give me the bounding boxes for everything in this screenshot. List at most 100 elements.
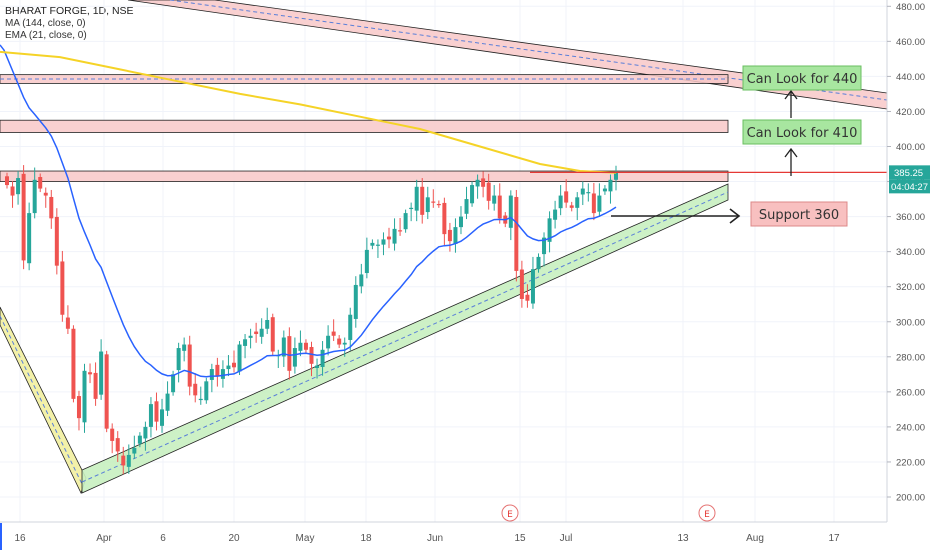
x-axis[interactable]: 16 Apr 6 20 May 18 Jun 15 Jul 13 Aug 17 [14,533,840,544]
candle-up [126,454,131,467]
candle-down [486,182,491,201]
y-tick-label: 300.00 [896,317,925,328]
candle-down [519,269,524,299]
candle-up [403,213,408,230]
left-descending-channel [0,306,87,495]
candle-up [326,335,331,349]
ma-indicator-label[interactable]: MA (144, close, 0) [5,17,86,29]
candle-up [536,256,541,270]
x-tick-label: 15 [514,533,526,544]
candle-up [171,374,176,393]
earnings-event-label: E [507,510,513,520]
ema-indicator-label[interactable]: EMA (21, close, 0) [5,30,87,41]
arrow-head-410 [784,147,798,158]
earnings-event-marker[interactable]: E [698,504,716,522]
label-look-440-text: Can Look for 440 [747,72,858,87]
candle-up [27,213,32,264]
ma-144-line [0,50,617,174]
countdown-badge-bg [889,179,930,194]
candle-up [248,335,253,338]
candle-up [492,195,497,204]
y-axis[interactable]: 480.00460.00440.00420.00400.00380.00360.… [887,2,925,504]
candle-down [442,202,447,235]
candle-up [375,244,380,246]
earnings-event-circle[interactable] [698,504,716,522]
candle-up [608,179,613,192]
candle-down [387,236,392,240]
candle-down [564,191,569,203]
candle-down [231,362,236,368]
descending-channel [127,0,887,110]
candle-up [265,319,270,329]
x-tick-label: 16 [14,533,26,544]
label-look-440: Can Look for 440 [742,65,862,91]
candle-up [204,381,209,401]
candle-up [414,186,419,211]
candle-up [143,426,148,439]
y-tick-label: 360.00 [896,212,925,223]
resistance-zone-410 [0,119,729,133]
candle-up [198,398,203,401]
y-tick-label: 460.00 [896,37,925,48]
candle-down [337,338,342,345]
candle-up [392,228,397,244]
candle-up [209,369,214,380]
candle-up [458,216,463,228]
x-tick-label: May [296,533,315,544]
y-tick-label: 260.00 [896,387,925,398]
x-tick-label: Jul [560,533,573,544]
candle-up [453,227,458,244]
candle-up [226,365,231,370]
candle-up [575,197,580,208]
candle-down [481,178,486,187]
candle-up [614,172,618,180]
candle-up [586,192,591,194]
candle-up [553,209,558,220]
candle-down [88,372,93,375]
candle-down [65,317,70,329]
x-tick-label: Apr [96,533,112,544]
candle-up [370,242,375,246]
candle-up [292,348,297,367]
y-tick-label: 440.00 [896,72,925,83]
candle-up [353,284,358,319]
label-look-410-text: Can Look for 410 [747,126,858,141]
candle-up [16,178,21,195]
candle-down [193,383,198,396]
candle-up [464,199,469,214]
candle-down [187,344,192,387]
candle-up [315,365,320,369]
candle-up [602,188,607,192]
ascending-channel-mid [81,191,729,483]
candle-up [342,342,347,345]
resistance-zone-385 [0,170,729,182]
label-look-410: Can Look for 410 [742,119,862,145]
candle-up [32,179,37,214]
candle-up [348,314,353,340]
earnings-event-circle[interactable] [501,504,519,522]
earnings-event-marker[interactable]: E [501,504,519,522]
ema-21-line [0,44,617,378]
candle-up [259,328,264,337]
candle-down [591,193,596,214]
x-tick-label: 17 [828,533,840,544]
candle-down [60,261,65,315]
label-look-440-box [742,65,862,91]
plot-area [0,0,887,495]
y-tick-label: 480.00 [896,2,925,13]
candle-up [409,207,414,210]
candle-down [514,196,519,271]
label-support-360-text: Support 360 [759,208,839,223]
candle-up [176,348,181,371]
candle-down [76,396,81,419]
candle-down [21,173,26,261]
candle-down [431,201,436,203]
x-axis-cursor-mark [0,523,2,550]
candle-down [287,336,292,371]
candle-down [10,186,15,196]
candle-down [309,346,314,364]
price-badge: 385.25 04:04:27 [889,165,930,194]
candle-up [364,249,369,274]
